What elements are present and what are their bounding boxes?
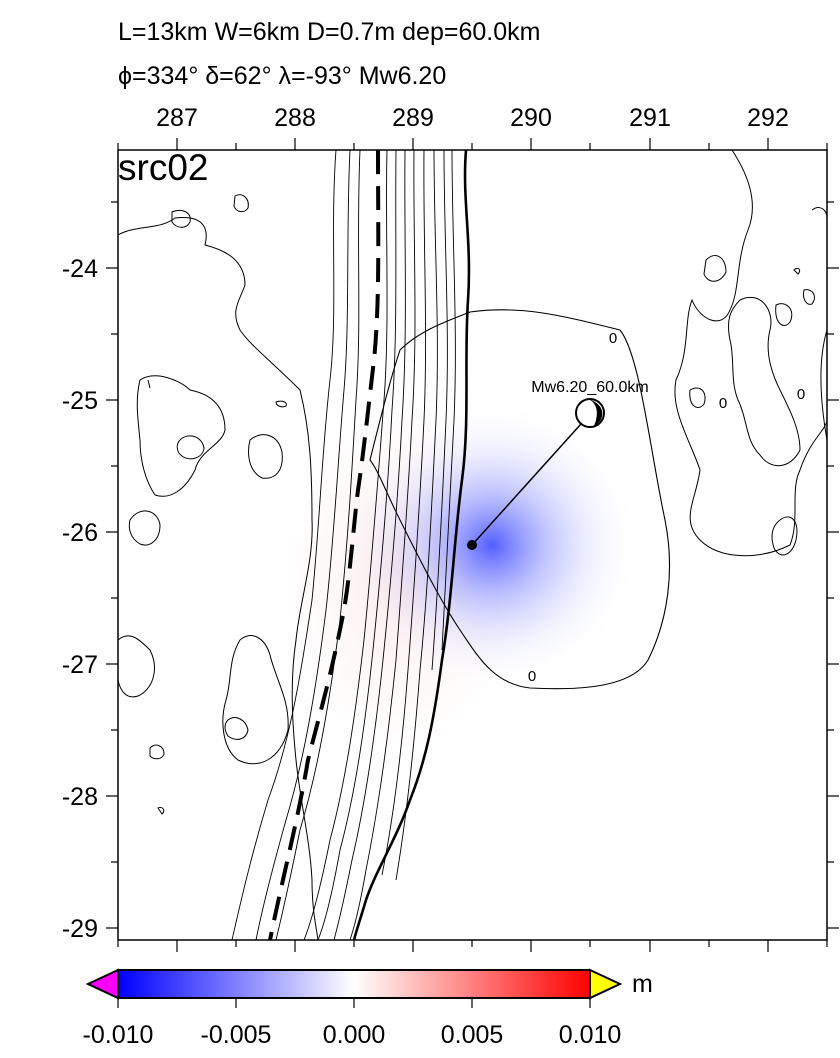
lon-tick-label: 290: [510, 104, 552, 132]
lat-tick-label: -28: [62, 783, 98, 811]
panel-label: src02: [118, 147, 208, 188]
topography-contours-west: [118, 194, 319, 940]
colorbar-unit: m: [632, 970, 653, 998]
panel-label-background: [118, 150, 222, 188]
focal-mechanism-beachball[interactable]: [575, 398, 605, 428]
colorbar-below-triangle: [85, 968, 119, 1000]
lat-tick-label: -24: [62, 255, 98, 283]
title-parameters: L=13km W=6km D=0.7m dep=60.0km: [118, 18, 541, 46]
bathymetry-contours: [231, 150, 456, 940]
epicenter-marker[interactable]: [467, 540, 477, 550]
left-axis-ticks: [106, 201, 118, 929]
epicenter-leader-line: [471, 413, 591, 546]
colorbar-gradient: [117, 969, 591, 999]
lon-tick-label: 291: [629, 104, 671, 132]
event-label: Mw6.20_60.0km: [531, 379, 648, 396]
subsidence-shading: [342, 400, 642, 690]
bottom-axis-ticks: [117, 940, 828, 952]
colorbar-above-triangle: [589, 968, 623, 1000]
colorbar-tick-label: 0.010: [559, 1021, 622, 1049]
colorbar-tick-label: 0.005: [441, 1021, 504, 1049]
colorbar-tick-label: -0.010: [83, 1021, 154, 1049]
lon-tick-label: 288: [274, 104, 316, 132]
lon-tick-label: 289: [392, 104, 434, 132]
contour-label-0-north: 0: [609, 330, 617, 347]
coastline: [352, 150, 471, 940]
colorbar-tick-label: 0.000: [323, 1021, 386, 1049]
lon-tick-label: 287: [156, 104, 198, 132]
right-axis-ticks: [827, 201, 839, 929]
colorbar-tick-label: -0.005: [201, 1021, 272, 1049]
contour-label-0-far-east: 0: [797, 386, 805, 403]
lat-tick-label: -29: [62, 915, 98, 943]
title-focal-mechanism: ϕ=334° δ=62° λ=-93° Mw6.20: [118, 62, 447, 90]
zero-contour: [369, 309, 671, 690]
lat-tick-label: -26: [62, 519, 98, 547]
contour-label-0-south: 0: [528, 668, 536, 685]
lat-tick-label: -27: [62, 651, 98, 679]
contour-label-0-east: 0: [719, 395, 727, 412]
trench-line: [268, 150, 381, 940]
colorbar: m -0.010 -0.005 0.000 0.005 0.010: [83, 968, 653, 1049]
top-axis-ticks: [117, 138, 828, 150]
lon-tick-label: 292: [747, 104, 789, 132]
lat-tick-label: -25: [62, 387, 98, 415]
